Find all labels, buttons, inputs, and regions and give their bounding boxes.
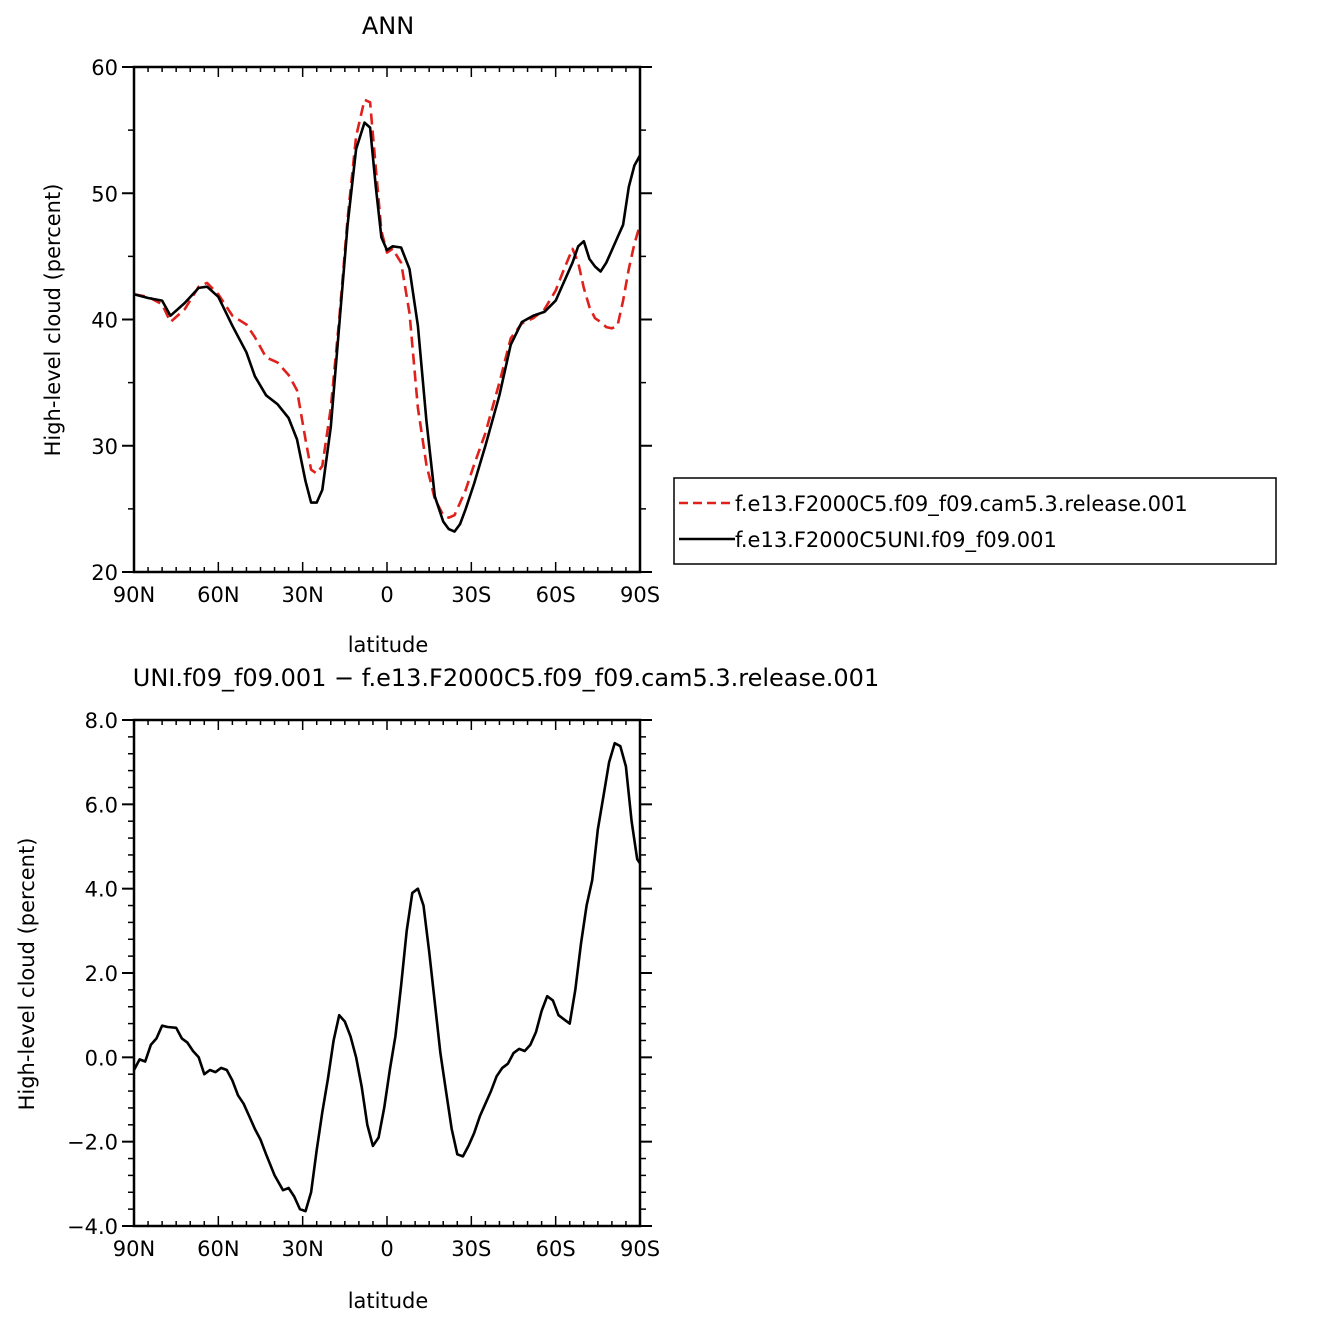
x-tick-label: 60S — [536, 1237, 576, 1261]
panel-title: ANN — [362, 12, 414, 40]
series-line-1 — [132, 741, 642, 1213]
y-tick-label: 40 — [91, 309, 118, 333]
x-tick-label: 90S — [620, 1237, 660, 1261]
legend: f.e13.F2000C5.f09_f09.cam5.3.release.001… — [673, 477, 1277, 565]
legend-label-series-1: f.e13.F2000C5.f09_f09.cam5.3.release.001 — [735, 492, 1188, 517]
y-tick-label: −2.0 — [67, 1131, 118, 1155]
legend-box — [673, 477, 1277, 565]
plot-frame — [132, 718, 642, 1228]
x-axis-label: latitude — [348, 633, 429, 657]
x-axis-label: latitude — [348, 1289, 429, 1313]
x-tick-label: 90N — [113, 583, 155, 607]
x-tick-label: 30N — [281, 583, 323, 607]
series-line-2 — [133, 121, 642, 533]
x-tick-label: 60N — [197, 1237, 239, 1261]
y-tick-label: 6.0 — [85, 793, 118, 817]
series-line-1 — [133, 98, 642, 520]
panel-difference: UNI.f09_f09.001 − f.e13.F2000C5.f09_f09.… — [15, 664, 879, 1313]
axis-ticks: 90N 60N 30N 0 30S 60S 90S −4.0 −2.0 0.0 2.0 4.0 6.0 8… — [67, 709, 660, 1261]
series-group — [132, 741, 642, 1213]
y-tick-label: 2.0 — [85, 962, 118, 986]
x-tick-label: 30S — [451, 1237, 491, 1261]
x-tick-label: 90N — [113, 1237, 155, 1261]
x-tick-label: 60S — [536, 583, 576, 607]
y-tick-label: −4.0 — [67, 1215, 118, 1239]
x-tick-label: 30S — [451, 583, 491, 607]
y-tick-label: 8.0 — [85, 709, 118, 733]
x-tick-label: 90S — [620, 583, 660, 607]
axis-ticks: 90N 60N 30N 0 30S 60S 90S 20 30 40 50 60 — [91, 56, 660, 607]
y-tick-label: 30 — [91, 435, 118, 459]
y-tick-label: 0.0 — [85, 1046, 118, 1070]
panel-annual-mean: ANN 90N 60N 30N 0 30S 60S 90S 20 30 40 50 60 latitu… — [41, 12, 1277, 657]
y-tick-label: 4.0 — [85, 878, 118, 902]
y-axis-label: High-level cloud (percent) — [41, 184, 65, 457]
y-tick-label: 20 — [91, 561, 118, 585]
x-tick-label: 30N — [281, 1237, 323, 1261]
y-tick-label: 60 — [91, 56, 118, 80]
x-tick-label: 0 — [380, 583, 393, 607]
x-tick-label: 60N — [197, 583, 239, 607]
y-tick-label: 50 — [91, 182, 118, 206]
series-group — [133, 98, 642, 533]
legend-label-series-2: f.e13.F2000C5UNI.f09_f09.001 — [735, 528, 1057, 553]
plot-frame — [132, 65, 642, 574]
x-tick-label: 0 — [380, 1237, 393, 1261]
y-axis-label: High-level cloud (percent) — [15, 838, 39, 1111]
panel-title: UNI.f09_f09.001 − f.e13.F2000C5.f09_f09.… — [133, 664, 879, 692]
